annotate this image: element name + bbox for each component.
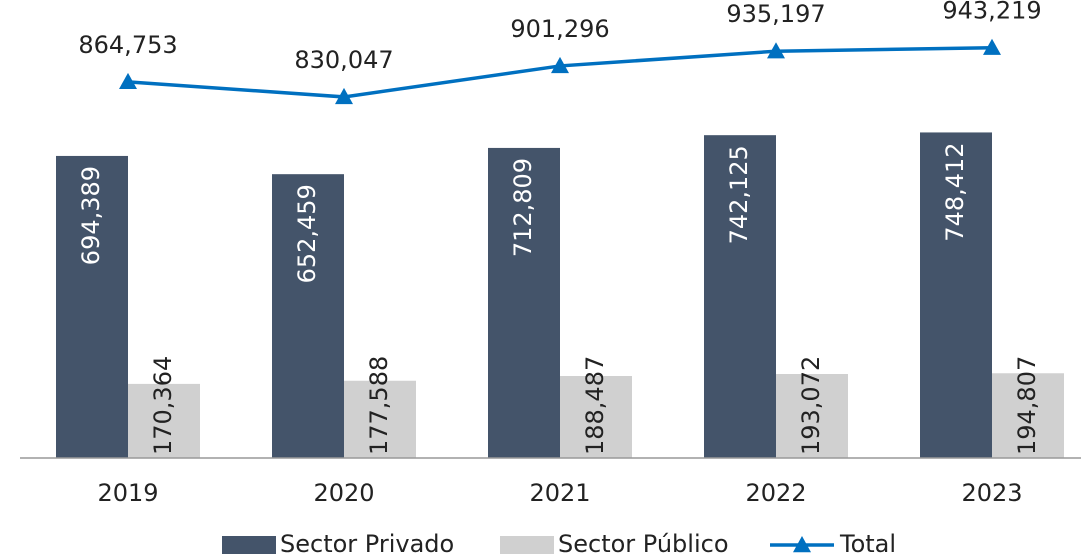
- x-tick-label: 2023: [961, 479, 1022, 507]
- bar: [776, 374, 848, 458]
- bar: [56, 155, 128, 458]
- line-label: 901,296: [510, 15, 609, 43]
- bar-label: 194,807: [1013, 356, 1041, 455]
- x-tick-label: 2019: [97, 479, 158, 507]
- bar: [344, 380, 416, 458]
- line-marker: [335, 87, 353, 105]
- bar-label: 748,412: [941, 142, 969, 241]
- line-label: 864,753: [78, 31, 177, 59]
- x-tick-label: 2022: [745, 479, 806, 507]
- line-marker: [983, 38, 1001, 55]
- legend-swatch: [500, 536, 554, 554]
- x-tick-label: 2020: [313, 479, 374, 507]
- bar-label: 712,809: [509, 158, 537, 257]
- bar: [992, 373, 1064, 458]
- bar: [128, 383, 200, 458]
- x-tick-label: 2021: [529, 479, 590, 507]
- line-marker: [551, 56, 569, 74]
- line-marker: [119, 72, 137, 90]
- bar-label: 742,125: [725, 145, 753, 244]
- bar-label: 652,459: [293, 184, 321, 283]
- line-label: 935,197: [726, 0, 825, 28]
- bar-label: 188,487: [581, 356, 609, 455]
- bar: [920, 132, 992, 458]
- bar-label: 193,072: [797, 356, 825, 455]
- legend-label: Sector Privado: [280, 530, 454, 558]
- bar: [560, 376, 632, 458]
- legend-label: Sector Público: [558, 530, 729, 558]
- line-marker: [767, 42, 785, 59]
- legend-swatch: [222, 536, 276, 554]
- bar: [704, 135, 776, 458]
- bar: [488, 147, 560, 458]
- legend-marker: [793, 536, 811, 553]
- legend-label: Total: [839, 530, 896, 558]
- bar-label: 694,389: [77, 166, 105, 265]
- bar: [272, 174, 344, 458]
- bar-label: 170,364: [149, 356, 177, 455]
- line-label: 943,219: [942, 0, 1041, 25]
- bar-label: 177,588: [365, 356, 393, 455]
- line-label: 830,047: [294, 46, 393, 74]
